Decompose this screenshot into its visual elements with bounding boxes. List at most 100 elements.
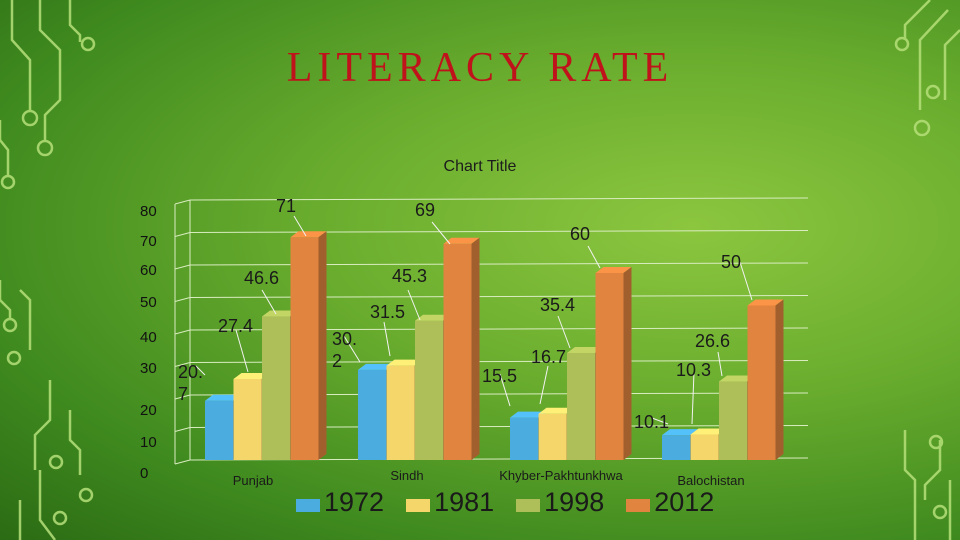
bar-top bbox=[415, 314, 451, 321]
gridline bbox=[189, 262, 809, 266]
legend-label: 1972 bbox=[324, 486, 385, 517]
bar-top bbox=[290, 231, 327, 238]
legend-swatch bbox=[516, 498, 541, 512]
data-label: 10.1 bbox=[634, 412, 669, 432]
bar bbox=[595, 273, 624, 460]
bar bbox=[262, 316, 290, 460]
slide-title: LITERACY RATE bbox=[286, 45, 674, 91]
legend-item: 1998 bbox=[516, 487, 604, 518]
leader-line bbox=[717, 351, 723, 377]
data-label: 69 bbox=[415, 200, 435, 220]
legend-swatch bbox=[296, 498, 320, 512]
leader-line bbox=[195, 365, 206, 376]
data-label: 15.5 bbox=[482, 366, 517, 386]
bar-side bbox=[318, 231, 327, 460]
y-tick-label: 10 bbox=[140, 434, 157, 451]
y-tick-label: 60 bbox=[140, 262, 157, 279]
legend-item: 1981 bbox=[406, 487, 494, 518]
bar bbox=[747, 305, 776, 460]
bar-top bbox=[567, 346, 603, 353]
leader-line bbox=[499, 373, 511, 407]
data-label: 20. bbox=[178, 362, 203, 382]
gridline-side bbox=[174, 232, 191, 237]
leader-line bbox=[587, 245, 601, 269]
bar bbox=[662, 435, 690, 460]
bar bbox=[386, 365, 415, 460]
y-tick-label: 0 bbox=[140, 465, 148, 482]
data-label: 60 bbox=[570, 224, 590, 244]
bar-top bbox=[358, 363, 394, 370]
leader-line bbox=[383, 321, 391, 357]
gridline-side bbox=[174, 199, 191, 205]
bar bbox=[443, 243, 472, 460]
bar bbox=[567, 352, 595, 460]
data-label: 50 bbox=[721, 252, 741, 272]
bar bbox=[233, 378, 262, 460]
gridline bbox=[189, 295, 809, 298]
data-label: 31.5 bbox=[370, 302, 405, 322]
bar bbox=[719, 381, 747, 460]
data-label: 16.7 bbox=[531, 347, 566, 367]
gridline-side bbox=[174, 427, 191, 432]
chart-legend: 1972 1981 1998 2012 bbox=[296, 486, 736, 518]
leader-line bbox=[739, 261, 753, 301]
bar-top bbox=[205, 394, 241, 401]
y-tick-label: 70 bbox=[140, 233, 157, 250]
y-tick-label: 20 bbox=[140, 402, 157, 419]
legend-item: 1972 bbox=[296, 487, 384, 518]
category-label: Khyber-Pakhtunkhwa bbox=[499, 468, 623, 483]
y-tick-label: 40 bbox=[140, 329, 157, 346]
category-label: Sindh bbox=[390, 468, 423, 483]
leader-line bbox=[293, 215, 307, 237]
leader-line bbox=[261, 289, 277, 315]
chart-title: Chart Title bbox=[443, 158, 517, 175]
bar-top bbox=[747, 299, 784, 306]
legend-swatch bbox=[406, 498, 431, 512]
y-tick-label: 30 bbox=[140, 360, 157, 377]
bar-top bbox=[595, 267, 632, 273]
bar bbox=[510, 417, 538, 460]
bar bbox=[290, 237, 319, 460]
gridline-side bbox=[174, 459, 191, 465]
data-label: 10.3 bbox=[676, 360, 711, 380]
bar bbox=[358, 369, 386, 460]
y-tick-label: 50 bbox=[140, 294, 157, 311]
gridline-side bbox=[174, 362, 191, 367]
data-label: 27.4 bbox=[218, 316, 253, 336]
data-label: 45.3 bbox=[392, 266, 427, 286]
bar-top bbox=[690, 428, 727, 435]
category-label: Punjab bbox=[233, 473, 273, 488]
data-label: 30. bbox=[332, 329, 357, 349]
bar-top bbox=[386, 359, 423, 366]
data-label: 71 bbox=[276, 196, 296, 216]
leader-line bbox=[235, 329, 249, 373]
bar-side bbox=[471, 237, 480, 460]
legend-label: 1998 bbox=[544, 486, 605, 517]
bar-top bbox=[538, 407, 575, 414]
bar bbox=[690, 434, 719, 460]
gridline-side bbox=[174, 264, 191, 270]
bar-top bbox=[233, 372, 270, 379]
bar-top bbox=[662, 429, 698, 436]
data-label: 46.6 bbox=[244, 268, 279, 288]
bar-top bbox=[262, 310, 298, 317]
bar-top bbox=[510, 411, 546, 418]
leader-line bbox=[343, 335, 361, 363]
category-label: Balochistan bbox=[677, 473, 744, 488]
data-label: 35.4 bbox=[540, 295, 575, 315]
bar bbox=[415, 320, 443, 460]
gridline bbox=[189, 197, 809, 201]
legend-label: 2012 bbox=[654, 486, 715, 517]
bar-top bbox=[443, 237, 480, 244]
leader-line bbox=[539, 365, 549, 405]
bar-side bbox=[775, 299, 784, 460]
bar-side bbox=[623, 267, 632, 460]
data-label-cont: 7 bbox=[178, 384, 188, 404]
leader-line bbox=[407, 289, 421, 321]
legend-label: 1981 bbox=[434, 486, 495, 517]
leader-line bbox=[431, 221, 451, 245]
bar-top bbox=[719, 375, 755, 382]
gridline-side bbox=[174, 329, 191, 335]
